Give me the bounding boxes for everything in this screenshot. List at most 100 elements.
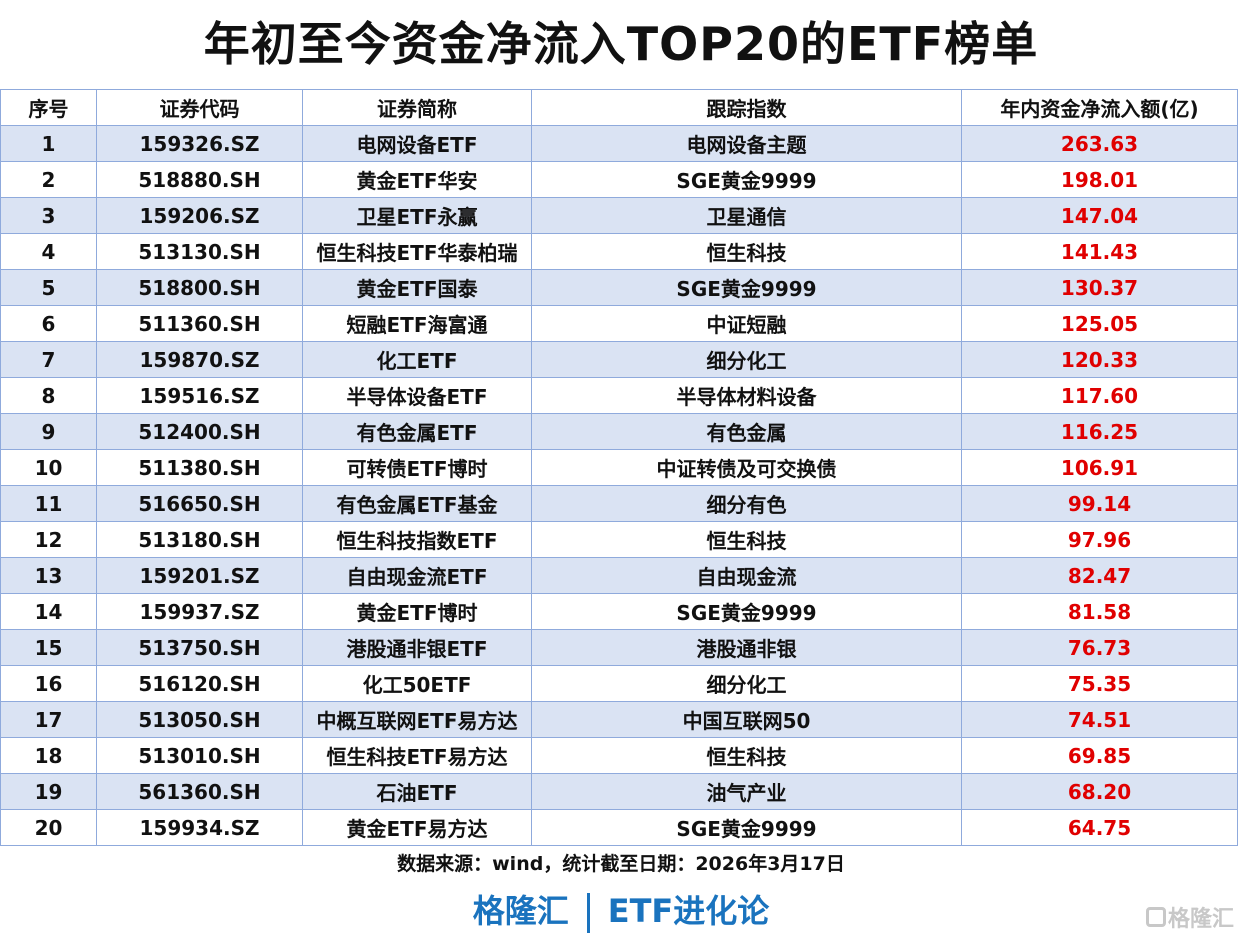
cell-rank: 20 <box>0 809 97 846</box>
cell-net-inflow: 76.73 <box>961 629 1238 666</box>
cell-name: 有色金属ETF基金 <box>302 485 532 522</box>
cell-code: 159934.SZ <box>96 809 303 846</box>
cell-rank: 17 <box>0 701 97 738</box>
cell-name: 黄金ETF博时 <box>302 593 532 630</box>
cell-net-inflow: 69.85 <box>961 737 1238 774</box>
cell-index: 中证转债及可交换债 <box>531 449 962 486</box>
cell-index: 电网设备主题 <box>531 125 962 162</box>
cell-code: 511360.SH <box>96 305 303 342</box>
cell-index: 恒生科技 <box>531 521 962 558</box>
column-header-index: 跟踪指数 <box>531 89 962 126</box>
cell-net-inflow: 99.14 <box>961 485 1238 522</box>
cell-code: 518880.SH <box>96 161 303 198</box>
cell-name: 有色金属ETF <box>302 413 532 450</box>
cell-index: 油气产业 <box>531 773 962 810</box>
cell-net-inflow: 263.63 <box>961 125 1238 162</box>
cell-index: 卫星通信 <box>531 197 962 234</box>
cell-index: 中国互联网50 <box>531 701 962 738</box>
cell-name: 化工ETF <box>302 341 532 378</box>
cell-code: 159201.SZ <box>96 557 303 594</box>
cell-index: 细分化工 <box>531 341 962 378</box>
cell-name: 恒生科技ETF华泰柏瑞 <box>302 233 532 270</box>
cell-code: 516120.SH <box>96 665 303 702</box>
cell-name: 恒生科技指数ETF <box>302 521 532 558</box>
cell-code: 159326.SZ <box>96 125 303 162</box>
watermark-text: 格隆汇 <box>1167 907 1234 932</box>
cell-net-inflow: 82.47 <box>961 557 1238 594</box>
cell-index: 港股通非银 <box>531 629 962 666</box>
table-row: 17 513050.SH 中概互联网ETF易方达 中国互联网50 74.51 <box>0 701 1238 738</box>
cell-code: 513130.SH <box>96 233 303 270</box>
cell-net-inflow: 97.96 <box>961 521 1238 558</box>
table-row: 20 159934.SZ 黄金ETF易方达 SGE黄金9999 64.75 <box>0 809 1238 846</box>
page-title: 年初至今资金净流入TOP20的ETF榜单 <box>203 17 1039 71</box>
cell-code: 159870.SZ <box>96 341 303 378</box>
cell-name: 恒生科技ETF易方达 <box>302 737 532 774</box>
table-row: 9 512400.SH 有色金属ETF 有色金属 116.25 <box>0 413 1238 450</box>
column-header-net-inflow: 年内资金净流入额(亿) <box>961 89 1238 126</box>
cell-rank: 16 <box>0 665 97 702</box>
cell-rank: 19 <box>0 773 97 810</box>
cell-code: 159516.SZ <box>96 377 303 414</box>
cell-rank: 18 <box>0 737 97 774</box>
cell-name: 港股通非银ETF <box>302 629 532 666</box>
cell-code: 512400.SH <box>96 413 303 450</box>
cell-rank: 1 <box>0 125 97 162</box>
cell-index: SGE黄金9999 <box>531 593 962 630</box>
brand-footer: 格隆汇 ETF进化论 <box>0 888 1242 934</box>
cell-index: 自由现金流 <box>531 557 962 594</box>
cell-index: 有色金属 <box>531 413 962 450</box>
table-row: 8 159516.SZ 半导体设备ETF 半导体材料设备 117.60 <box>0 377 1238 414</box>
watermark-logo: 格隆汇 <box>1145 901 1234 933</box>
table-row: 16 516120.SH 化工50ETF 细分化工 75.35 <box>0 665 1238 702</box>
cell-name: 黄金ETF国泰 <box>302 269 532 306</box>
table-row: 6 511360.SH 短融ETF海富通 中证短融 125.05 <box>0 305 1238 342</box>
cell-net-inflow: 141.43 <box>961 233 1238 270</box>
cell-net-inflow: 75.35 <box>961 665 1238 702</box>
cell-name: 黄金ETF易方达 <box>302 809 532 846</box>
cell-net-inflow: 117.60 <box>961 377 1238 414</box>
cell-name: 卫星ETF永赢 <box>302 197 532 234</box>
cell-rank: 13 <box>0 557 97 594</box>
cell-code: 513180.SH <box>96 521 303 558</box>
cell-rank: 10 <box>0 449 97 486</box>
cell-net-inflow: 130.37 <box>961 269 1238 306</box>
data-source-note: 数据来源：wind，统计截至日期：2026年3月17日 <box>397 853 845 875</box>
cell-net-inflow: 147.04 <box>961 197 1238 234</box>
table-row: 3 159206.SZ 卫星ETF永赢 卫星通信 147.04 <box>0 197 1238 234</box>
table-row: 4 513130.SH 恒生科技ETF华泰柏瑞 恒生科技 141.43 <box>0 233 1238 270</box>
cell-net-inflow: 74.51 <box>961 701 1238 738</box>
table-row: 7 159870.SZ 化工ETF 细分化工 120.33 <box>0 341 1238 378</box>
cell-net-inflow: 106.91 <box>961 449 1238 486</box>
cell-name: 短融ETF海富通 <box>302 305 532 342</box>
table-row: 1 159326.SZ 电网设备ETF 电网设备主题 263.63 <box>0 125 1238 162</box>
cell-net-inflow: 198.01 <box>961 161 1238 198</box>
table-row: 14 159937.SZ 黄金ETF博时 SGE黄金9999 81.58 <box>0 593 1238 630</box>
etf-ranking-table: 序号 证券代码 证券简称 跟踪指数 年内资金净流入额(亿) 1 159326.SZ 电网设备… <box>0 89 1238 846</box>
cell-rank: 3 <box>0 197 97 234</box>
cell-code: 518800.SH <box>96 269 303 306</box>
table-row: 11 516650.SH 有色金属ETF基金 细分有色 99.14 <box>0 485 1238 522</box>
table-row: 13 159201.SZ 自由现金流ETF 自由现金流 82.47 <box>0 557 1238 594</box>
table-row: 15 513750.SH 港股通非银ETF 港股通非银 76.73 <box>0 629 1238 666</box>
table-row: 18 513010.SH 恒生科技ETF易方达 恒生科技 69.85 <box>0 737 1238 774</box>
cell-index: SGE黄金9999 <box>531 809 962 846</box>
column-header-rank: 序号 <box>0 89 97 126</box>
cell-rank: 14 <box>0 593 97 630</box>
divider <box>586 893 590 933</box>
table-row: 19 561360.SH 石油ETF 油气产业 68.20 <box>0 773 1238 810</box>
cell-net-inflow: 64.75 <box>961 809 1238 846</box>
cell-code: 513750.SH <box>96 629 303 666</box>
cell-code: 513010.SH <box>96 737 303 774</box>
cell-rank: 4 <box>0 233 97 270</box>
cell-index: 细分化工 <box>531 665 962 702</box>
cell-rank: 2 <box>0 161 97 198</box>
cell-name: 化工50ETF <box>302 665 532 702</box>
column-header-code: 证券代码 <box>96 89 303 126</box>
cell-net-inflow: 81.58 <box>961 593 1238 630</box>
table-row: 12 513180.SH 恒生科技指数ETF 恒生科技 97.96 <box>0 521 1238 558</box>
cell-code: 516650.SH <box>96 485 303 522</box>
table-header-row: 序号 证券代码 证券简称 跟踪指数 年内资金净流入额(亿) <box>0 89 1238 126</box>
cell-rank: 7 <box>0 341 97 378</box>
cell-net-inflow: 68.20 <box>961 773 1238 810</box>
